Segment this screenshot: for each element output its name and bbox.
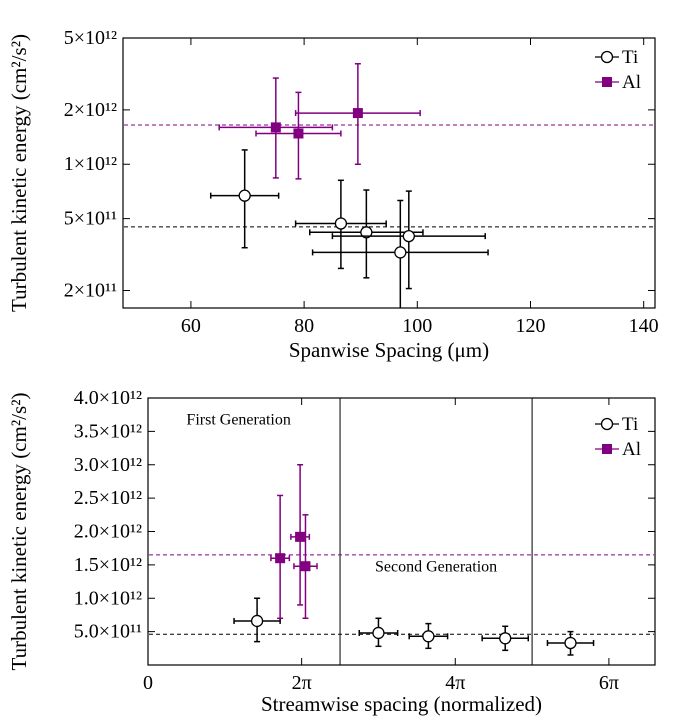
y-axis-label: Turbulent kinetic energy (cm²/s²) [7,393,31,671]
data-point-al [293,514,318,620]
legend-marker-filled-square [602,77,612,87]
marker-open-circle [564,636,577,650]
data-point-al [255,91,342,180]
data-point-ti [233,597,281,643]
data-point-ti [481,625,529,652]
data-point-ti [358,617,399,648]
y-tick-label: 3.5×10¹² [74,420,142,442]
x-tick-label: 4π [445,672,465,694]
legend-label: Ti [622,414,638,435]
y-tick-label: 3.0×10¹² [74,454,142,476]
plot-frame [147,397,656,666]
y-tick-label: 2×10¹¹ [64,279,117,301]
chart-streamwise: 0 2π 4π 6π 5.0×10¹¹ 1.0×10¹² 1.5×10¹² 2.0×10¹² 2… [7,387,656,716]
x-tick-label: 100 [402,315,432,337]
legend: Ti Al [595,414,641,460]
legend-label: Al [622,439,641,460]
plot-frame [122,37,656,309]
y-tick-label: 5×10¹² [64,27,117,49]
legend-marker-filled-square [602,444,612,454]
y-tick-label: 2.0×10¹² [74,521,142,543]
x-tick-label: 6π [599,672,619,694]
y-tick-label: 1.0×10¹² [74,587,142,609]
marker-filled-square [275,553,286,564]
data-point-ti [408,622,449,650]
marker-filled-square [295,531,306,542]
marker-open-circle [394,246,407,259]
chart-spanwise: 60 80 100 120 140 2×10¹¹ 5×10¹¹ 1×10¹² 2×10¹² 5×1… [7,27,659,362]
data-point-ti [311,199,489,308]
marker-open-circle [250,614,264,628]
y-tick-label: 2×10¹² [64,99,117,121]
y-axis-label: Turbulent kinetic energy (cm²/s²) [7,34,31,312]
x-tick-label: 120 [515,315,545,337]
y-tick-label: 4.0×10¹² [74,387,142,409]
y-tick-label: 5.0×10¹¹ [74,621,142,643]
marker-open-circle [499,632,512,645]
x-axis-label: Spanwise Spacing (μm) [289,338,489,362]
legend: Ti Al [595,47,641,93]
marker-filled-square [293,128,304,139]
data-point-ti [331,190,486,290]
data-point-al [218,77,334,179]
x-tick-label: 60 [181,315,201,337]
region-annotation: Second Generation [375,559,497,576]
y-tick-label: 5×10¹¹ [64,208,117,230]
data-point-ti [209,149,280,249]
marker-open-circle [422,630,435,643]
marker-open-circle [372,626,385,640]
legend-label: Ti [622,47,638,68]
data-point-al [290,464,311,606]
marker-open-circle [238,189,251,202]
data-point-al [294,63,421,165]
marker-open-circle [334,217,348,230]
data-point-ti [294,179,387,270]
legend-marker-open-circle [600,50,614,64]
x-tick-label: 0 [143,672,153,694]
x-tick-label: 140 [629,315,659,337]
data-point-al [270,494,291,620]
marker-open-circle [402,229,415,243]
marker-filled-square [270,122,281,133]
marker-filled-square [352,108,363,119]
region-annotation: First Generation [186,412,290,429]
marker-open-circle [360,226,373,239]
legend-marker-open-circle [600,417,614,431]
marker-filled-square [300,561,311,572]
y-tick-label: 1×10¹² [64,153,117,175]
legend-label: Al [622,72,641,93]
x-tick-label: 2π [292,672,312,694]
x-tick-label: 80 [294,315,314,337]
y-tick-label: 2.5×10¹² [74,487,142,509]
x-axis-label: Streamwise spacing (normalized) [261,692,542,716]
data-point-ti [546,630,595,656]
y-tick-label: 1.5×10¹² [74,554,142,576]
